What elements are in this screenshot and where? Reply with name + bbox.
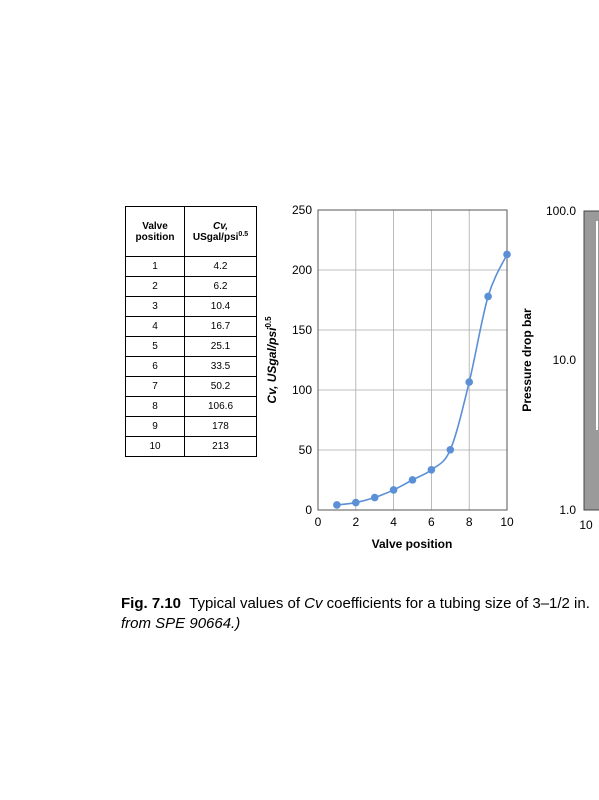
chart2-ytick-1: 1.0 xyxy=(559,503,576,517)
cell-valve-position: 10 xyxy=(125,436,185,457)
table-row: 6 33.5 xyxy=(125,356,257,377)
y-axis-title-text: Cv, USgal/psi xyxy=(265,327,279,404)
header-cv-exp: 0.5 xyxy=(238,230,249,238)
chart2-ytick-10: 10.0 xyxy=(553,353,577,367)
chart2-xtick-10: 10 xyxy=(579,518,593,532)
header-valve-position: Valve position xyxy=(125,206,185,257)
table-row: 7 50.2 xyxy=(125,376,257,397)
y-axis-title-group: Cv, USgal/psi0.5 xyxy=(264,316,279,404)
x-axis-title: Valve position xyxy=(372,537,453,551)
data-point xyxy=(408,476,417,484)
header-cv-unit: USgal/psi xyxy=(192,231,239,243)
y-tick-label: 100 xyxy=(292,383,312,397)
header-cv-var: Cv, xyxy=(212,220,228,232)
data-point xyxy=(427,466,436,474)
x-tick-label: 10 xyxy=(500,515,514,529)
x-tick-label: 8 xyxy=(466,515,473,529)
chart2-ytick-100: 100.0 xyxy=(546,204,576,218)
cell-cv: 213 xyxy=(184,436,257,457)
y-tick-label: 0 xyxy=(305,503,312,517)
data-point xyxy=(333,501,341,509)
caption-line-2: from SPE 90664.) xyxy=(121,615,241,632)
cv-table: Valve position Cv, USgal/psi0.5 1 4.2 2 6.2… xyxy=(125,206,257,457)
data-point xyxy=(446,445,455,454)
x-tick-label: 0 xyxy=(315,515,322,529)
x-tick-label: 6 xyxy=(428,515,435,529)
chart2-y-axis-title: Pressure drop bar xyxy=(520,308,534,412)
table-row: 9 178 xyxy=(125,416,257,437)
caption-text-a: Typical values of xyxy=(189,595,305,612)
chart2-y-axis-title-group: Pressure drop bar xyxy=(520,308,534,412)
data-point xyxy=(484,292,492,301)
table-body: 1 4.2 2 6.2 3 10.4 4 16.7 5 25.1 6 33.5 7 50.2 8 106.6 9… xyxy=(125,256,257,457)
caption-fig-label: Fig. 7.10 xyxy=(121,595,182,612)
series-points xyxy=(333,250,511,509)
caption-text-b: coefficients for a tubing size of 3–1/2 … xyxy=(322,595,590,612)
data-point xyxy=(370,493,379,502)
x-tick-label: 2 xyxy=(352,515,359,529)
data-point xyxy=(465,378,474,386)
y-tick-label: 200 xyxy=(292,263,312,277)
y-axis-title: Cv, USgal/psi0.5 xyxy=(264,316,279,404)
y-tick-label: 50 xyxy=(299,443,313,457)
x-tick-label: 4 xyxy=(390,515,397,529)
chart-grid xyxy=(317,209,508,511)
series-line xyxy=(336,254,508,506)
y-tick-label: 150 xyxy=(292,323,312,337)
chart2-plot-area xyxy=(583,210,599,511)
header-cv: Cv, USgal/psi0.5 xyxy=(184,206,257,257)
table-row: 10 213 xyxy=(125,436,257,457)
y-tick-label: 250 xyxy=(292,203,312,217)
table-row: 4 16.7 xyxy=(125,316,257,337)
caption-line-1: Fig. 7.10 Typical values of Cv coefficie… xyxy=(121,594,599,614)
figure-caption: Fig. 7.10 Typical values of Cv coefficie… xyxy=(121,594,599,634)
data-point xyxy=(503,250,511,259)
y-axis-title-exp: 0.5 xyxy=(264,316,273,328)
data-point xyxy=(352,498,360,507)
caption-cv: Cv xyxy=(304,595,323,612)
plot-frame xyxy=(317,209,508,511)
data-point xyxy=(389,486,398,494)
table-header-row: Valve position Cv, USgal/psi0.5 xyxy=(125,206,257,257)
